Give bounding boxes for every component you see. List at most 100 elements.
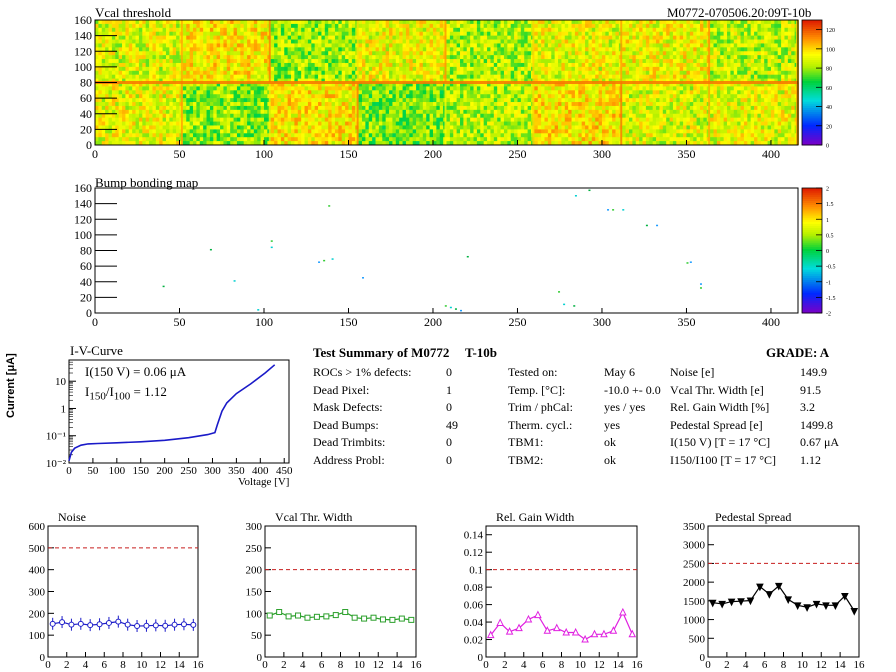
heat-cell	[189, 121, 194, 126]
heat-cell	[304, 62, 309, 68]
heat-cell	[301, 133, 305, 138]
heat-cell	[544, 66, 549, 72]
heat-cell	[294, 31, 299, 37]
heat-cell	[226, 59, 231, 64]
heat-cell	[260, 27, 265, 33]
heat-cell	[209, 47, 214, 52]
heat-cell	[564, 27, 569, 33]
heat-cell	[659, 66, 664, 72]
heat-cell	[524, 43, 529, 48]
heat-cell	[149, 74, 153, 79]
heat-cell	[253, 94, 258, 99]
heat-cell	[422, 51, 427, 56]
heat-cell	[787, 62, 792, 68]
heat-cell	[348, 27, 353, 33]
heat-cell	[105, 35, 109, 40]
heat-cell	[520, 78, 525, 83]
heat-cell	[639, 35, 643, 40]
heat-cell	[155, 90, 160, 95]
heat-cell	[304, 117, 309, 122]
heat-cell	[331, 129, 336, 134]
heat-cell	[321, 129, 326, 134]
heat-cell	[101, 137, 106, 142]
heat-cell	[236, 70, 241, 76]
heat-cell	[128, 20, 133, 25]
heat-cell	[260, 20, 265, 25]
heat-cell	[713, 59, 718, 64]
heat-cell	[787, 27, 792, 33]
heat-cell	[723, 27, 728, 33]
heat-cell	[111, 102, 116, 107]
heat-cell	[703, 55, 708, 60]
heat-cell	[527, 39, 532, 44]
heat-cell	[750, 74, 755, 79]
heat-cell	[362, 125, 366, 130]
heat-cell	[693, 62, 698, 68]
heat-cell	[754, 66, 758, 72]
heat-cell	[284, 55, 289, 60]
heat-cell	[615, 62, 620, 68]
heat-cell	[307, 78, 312, 83]
heat-cell	[699, 20, 704, 25]
heat-cell	[213, 94, 218, 99]
heat-cell	[152, 47, 157, 52]
heat-cell	[439, 47, 444, 52]
heat-cell	[203, 62, 207, 68]
heat-cell	[331, 31, 336, 37]
heat-cell	[162, 90, 167, 95]
heat-cell	[260, 78, 265, 83]
heat-cell	[149, 125, 153, 130]
heat-cell	[436, 129, 441, 134]
heat-cell	[189, 125, 194, 130]
heat-cell	[165, 125, 170, 130]
heat-cell	[152, 51, 157, 56]
heat-cell	[145, 78, 150, 83]
heat-cell	[311, 47, 316, 52]
heat-cell	[145, 90, 150, 95]
heat-cell	[331, 141, 336, 146]
heat-cell	[226, 137, 231, 142]
heat-cell	[696, 39, 701, 44]
heat-cell	[578, 27, 583, 33]
heat-cell	[351, 39, 356, 44]
heat-cell	[152, 74, 157, 79]
heat-cell	[240, 94, 245, 99]
heat-cell	[432, 86, 437, 91]
heat-cell	[172, 105, 177, 111]
heat-cell	[324, 82, 329, 87]
heat-cell	[422, 47, 427, 52]
heat-cell	[138, 82, 143, 87]
heat-cell	[105, 121, 109, 126]
heat-cell	[412, 55, 417, 60]
heat-cell	[507, 74, 512, 79]
heat-cell	[243, 137, 248, 142]
heat-cell	[541, 43, 545, 48]
heat-cell	[770, 59, 775, 64]
heat-cell	[294, 74, 299, 79]
heat-cell	[392, 74, 397, 79]
heat-cell	[145, 74, 150, 79]
heat-cell	[541, 51, 545, 56]
heat-cell	[98, 105, 103, 111]
heat-cell	[537, 35, 542, 40]
heat-cell	[683, 55, 687, 60]
heat-cell	[345, 105, 349, 111]
heat-cell	[101, 133, 106, 138]
heat-cell	[727, 31, 731, 37]
heat-cell	[209, 105, 214, 111]
heat-cell	[368, 113, 373, 119]
heat-cell	[392, 105, 397, 111]
heat-cell	[162, 109, 167, 115]
heat-cell	[338, 125, 343, 130]
heat-cell	[216, 55, 221, 60]
heat-cell	[324, 137, 329, 142]
heat-cell	[368, 59, 373, 64]
heat-cell	[213, 27, 218, 33]
heat-cell	[375, 23, 380, 29]
heat-cell	[321, 121, 326, 126]
heat-cell	[696, 59, 701, 64]
heat-cell	[257, 94, 262, 99]
heat-cell	[527, 43, 532, 48]
heat-cell	[345, 82, 349, 87]
heat-cell	[220, 23, 224, 29]
